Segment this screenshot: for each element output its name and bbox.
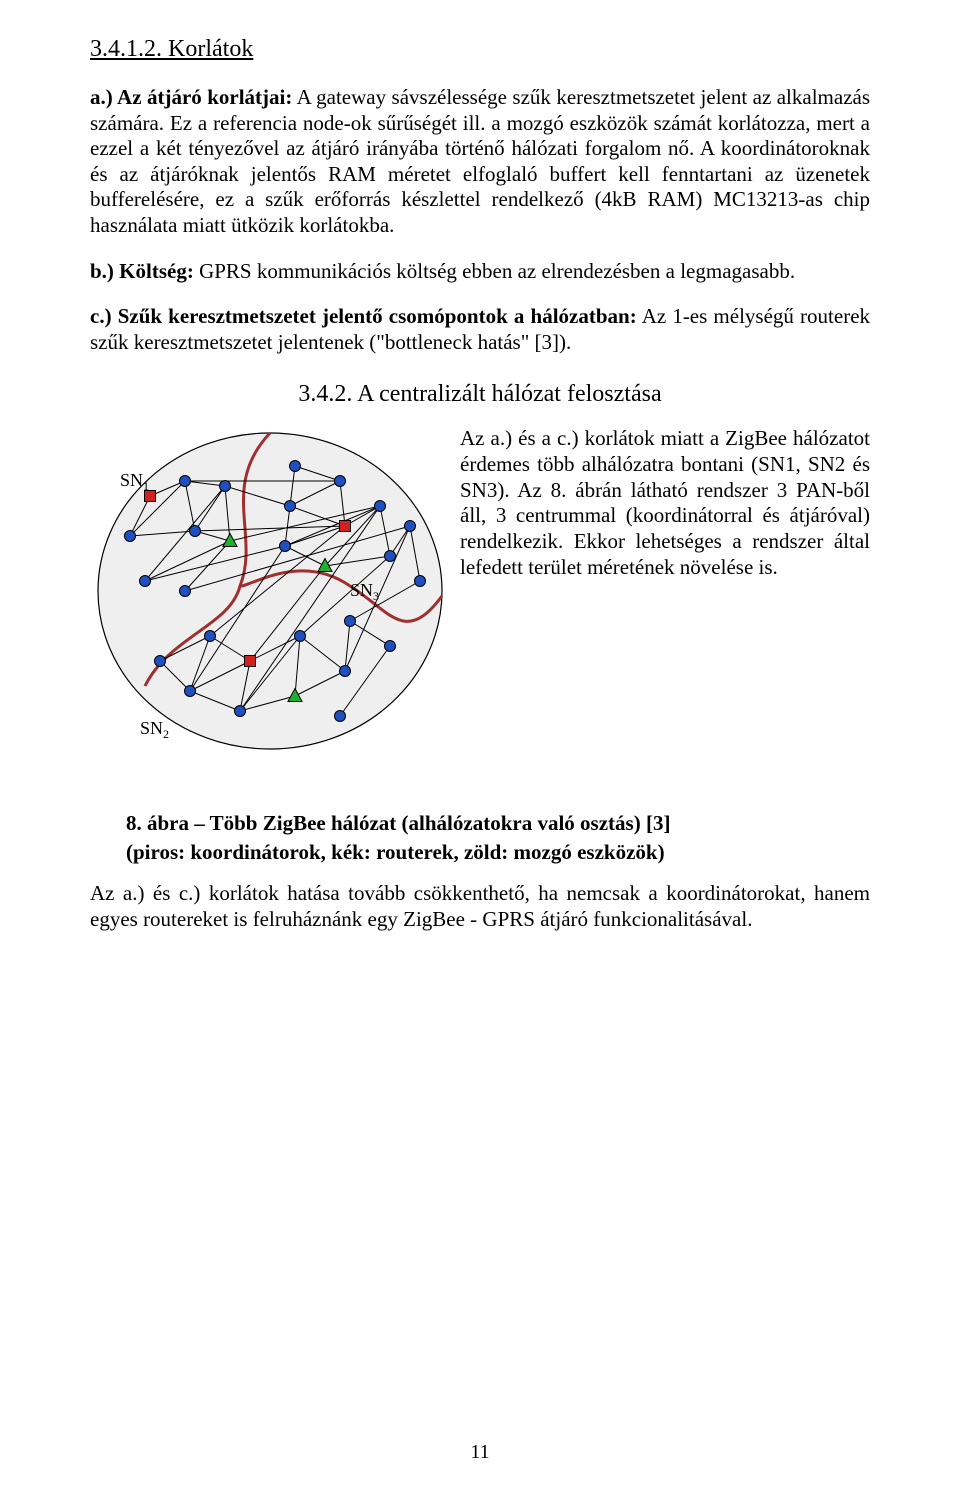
para-c-lead: c.) Szűk keresztmetszetet jelentő csomóp…: [90, 304, 637, 328]
para-b-lead: b.) Költség:: [90, 259, 194, 283]
figure-container: SN1SN3SN2: [90, 426, 450, 761]
paragraph-b: b.) Költség: GPRS kommunikációs költség …: [90, 259, 870, 285]
network-diagram: SN1SN3SN2: [90, 426, 450, 756]
page-number: 11: [0, 1441, 960, 1464]
figure-caption-line1: 8. ábra – Több ZigBee hálózat (alhálózat…: [90, 811, 870, 836]
para-a-lead: a.) Az átjáró korlátjai:: [90, 85, 292, 109]
para-b-body: GPRS kommunikációs költség ebben az elre…: [199, 259, 795, 283]
paragraph-c: c.) Szűk keresztmetszetet jelentő csomóp…: [90, 304, 870, 355]
paragraph-after-figure: Az a.) és c.) korlátok hatása tovább csö…: [90, 881, 870, 932]
figure-row: SN1SN3SN2 Az a.) és a c.) korlátok miatt…: [90, 426, 870, 761]
figure-caption-line2: (piros: koordinátorok, kék: routerek, zö…: [90, 840, 870, 865]
paragraph-a: a.) Az átjáró korlátjai: A gateway sávsz…: [90, 85, 870, 239]
figure-side-text: Az a.) és a c.) korlátok miatt a ZigBee …: [460, 426, 870, 580]
section-heading: 3.4.1.2. Korlátok: [90, 36, 870, 63]
subsection-title: 3.4.2. A centralizált hálózat felosztása: [90, 381, 870, 408]
